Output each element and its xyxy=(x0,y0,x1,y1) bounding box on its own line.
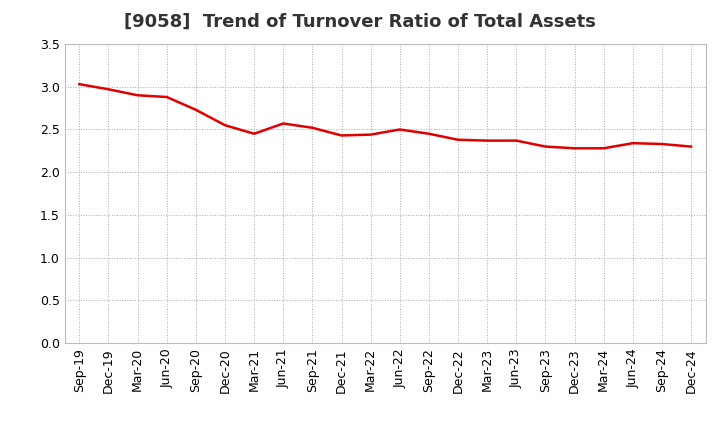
Text: [9058]  Trend of Turnover Ratio of Total Assets: [9058] Trend of Turnover Ratio of Total … xyxy=(124,13,596,31)
